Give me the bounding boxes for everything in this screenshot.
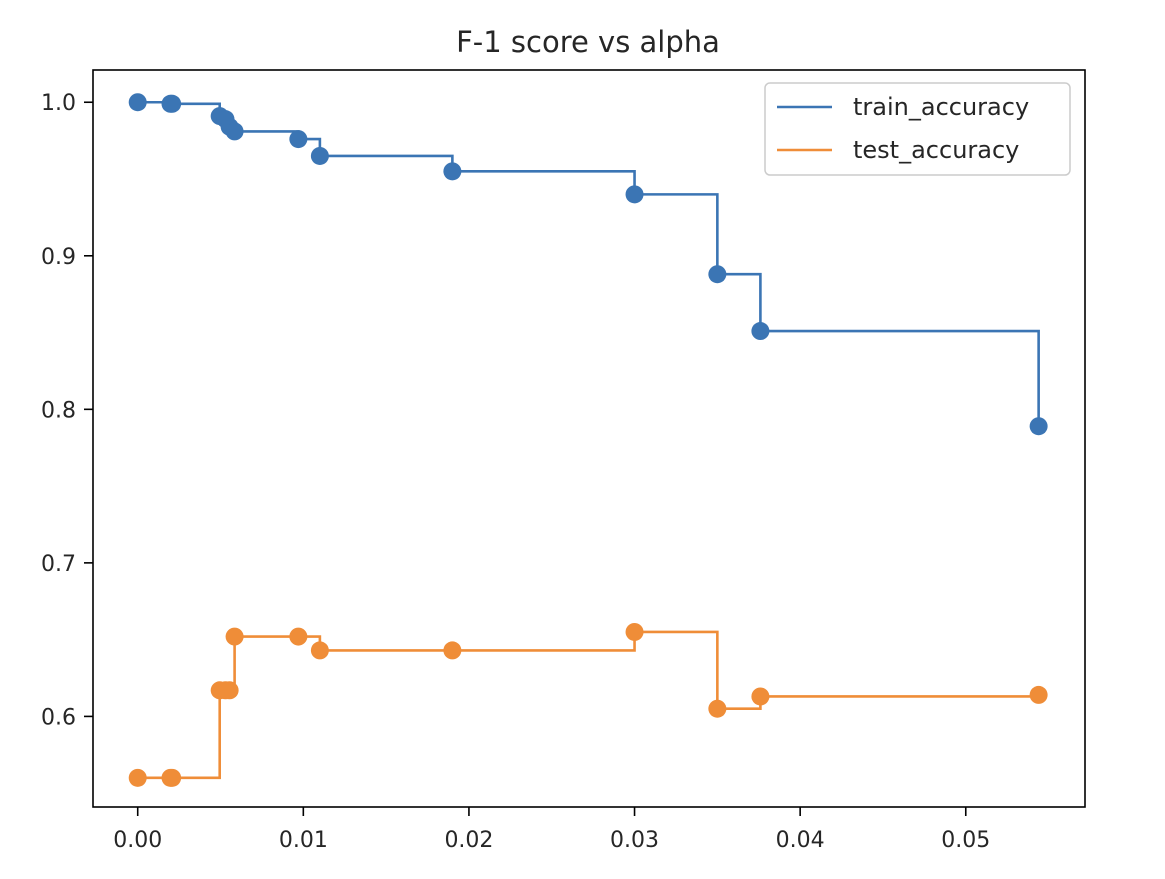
x-tick-label: 0.04	[776, 828, 825, 853]
data-point-test-accuracy	[708, 699, 727, 718]
y-tick-label: 0.8	[41, 398, 76, 423]
x-tick-label: 0.03	[610, 828, 659, 853]
data-point-test-accuracy	[751, 687, 770, 706]
data-point-train-accuracy	[289, 130, 308, 149]
data-point-train-accuracy	[310, 146, 329, 165]
data-point-test-accuracy	[443, 641, 462, 660]
y-tick-label: 0.7	[41, 552, 76, 577]
data-point-train-accuracy	[225, 122, 244, 141]
data-point-test-accuracy	[310, 641, 329, 660]
data-point-test-accuracy	[220, 681, 239, 700]
data-point-train-accuracy	[1029, 417, 1048, 436]
data-point-train-accuracy	[163, 94, 182, 113]
axes: 0.00 0.01 0.02 0.03 0.04 0.05 0.6 0.7 0.8 0.9 1.0	[41, 69, 1086, 853]
x-tick-label: 0.02	[444, 828, 493, 853]
data-point-test-accuracy	[289, 627, 308, 646]
data-point-test-accuracy	[1029, 685, 1048, 704]
data-point-test-accuracy	[163, 768, 182, 787]
x-tick-label: 0.05	[941, 828, 990, 853]
y-tick-label: 0.9	[41, 245, 76, 270]
x-tick-label: 0.01	[279, 828, 328, 853]
series-line-test-accuracy	[137, 630, 1040, 780]
y-tick-label: 1.0	[41, 91, 76, 116]
data-point-train-accuracy	[751, 322, 770, 341]
data-point-test-accuracy	[625, 622, 644, 641]
plot-area	[128, 93, 1048, 787]
x-tick-label: 0.00	[113, 828, 162, 853]
legend-label-train-accuracy: train_accuracy	[853, 93, 1029, 121]
data-point-train-accuracy	[443, 162, 462, 181]
y-tick-label: 0.6	[41, 705, 76, 730]
data-point-test-accuracy	[225, 627, 244, 646]
data-point-train-accuracy	[128, 93, 147, 112]
plot-frame	[92, 69, 1086, 808]
data-point-train-accuracy	[625, 185, 644, 204]
chart-title: F-1 score vs alpha	[456, 25, 720, 59]
data-point-train-accuracy	[708, 265, 727, 284]
data-point-test-accuracy	[128, 768, 147, 787]
legend: train_accuracy test_accuracy	[764, 82, 1071, 176]
legend-box	[764, 82, 1071, 176]
legend-label-test-accuracy: test_accuracy	[853, 136, 1019, 164]
